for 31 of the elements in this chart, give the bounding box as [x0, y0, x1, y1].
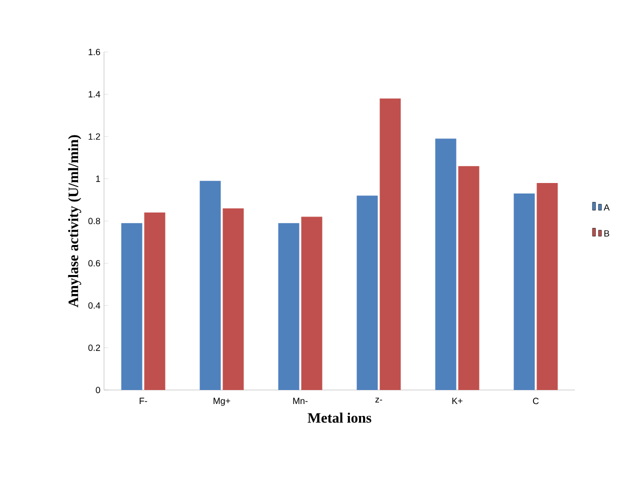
x-tick-label: F- — [140, 398, 148, 404]
y-tick-label: 1 — [96, 176, 100, 182]
bar — [380, 98, 401, 390]
legend-label: B — [604, 230, 610, 236]
bar — [200, 180, 221, 390]
x-tick-label: K+ — [452, 398, 462, 404]
x-tick-label: C — [532, 398, 539, 404]
y-tick-label: 1.4 — [88, 91, 100, 98]
y-tick-label: 1.6 — [88, 48, 100, 56]
bar — [121, 223, 142, 390]
y-tick-label: 0.4 — [88, 302, 100, 309]
bar — [435, 138, 456, 390]
bar — [301, 216, 322, 390]
bar — [458, 166, 480, 390]
y-tick-label: 0.2 — [88, 344, 100, 351]
bar — [536, 182, 558, 390]
y-tick-label: 0.8 — [88, 218, 100, 224]
bar — [356, 196, 378, 390]
bar — [278, 223, 300, 390]
y-tick-label: 1.2 — [88, 133, 100, 140]
x-tick-label: z- — [375, 398, 382, 403]
y-axis-title: Amylase activity (U/ml/min) — [68, 135, 82, 308]
bar — [514, 194, 535, 390]
y-tick-label: 0.6 — [88, 260, 100, 266]
x-axis-title: Metal ions — [308, 412, 372, 423]
x-tick-label: Mg+ — [214, 398, 230, 406]
x-tick-label: Mn- — [293, 398, 308, 404]
legend-label: A — [604, 204, 610, 211]
bar — [222, 208, 244, 390]
bar — [144, 212, 166, 390]
y-tick-label: 0 — [96, 386, 100, 394]
